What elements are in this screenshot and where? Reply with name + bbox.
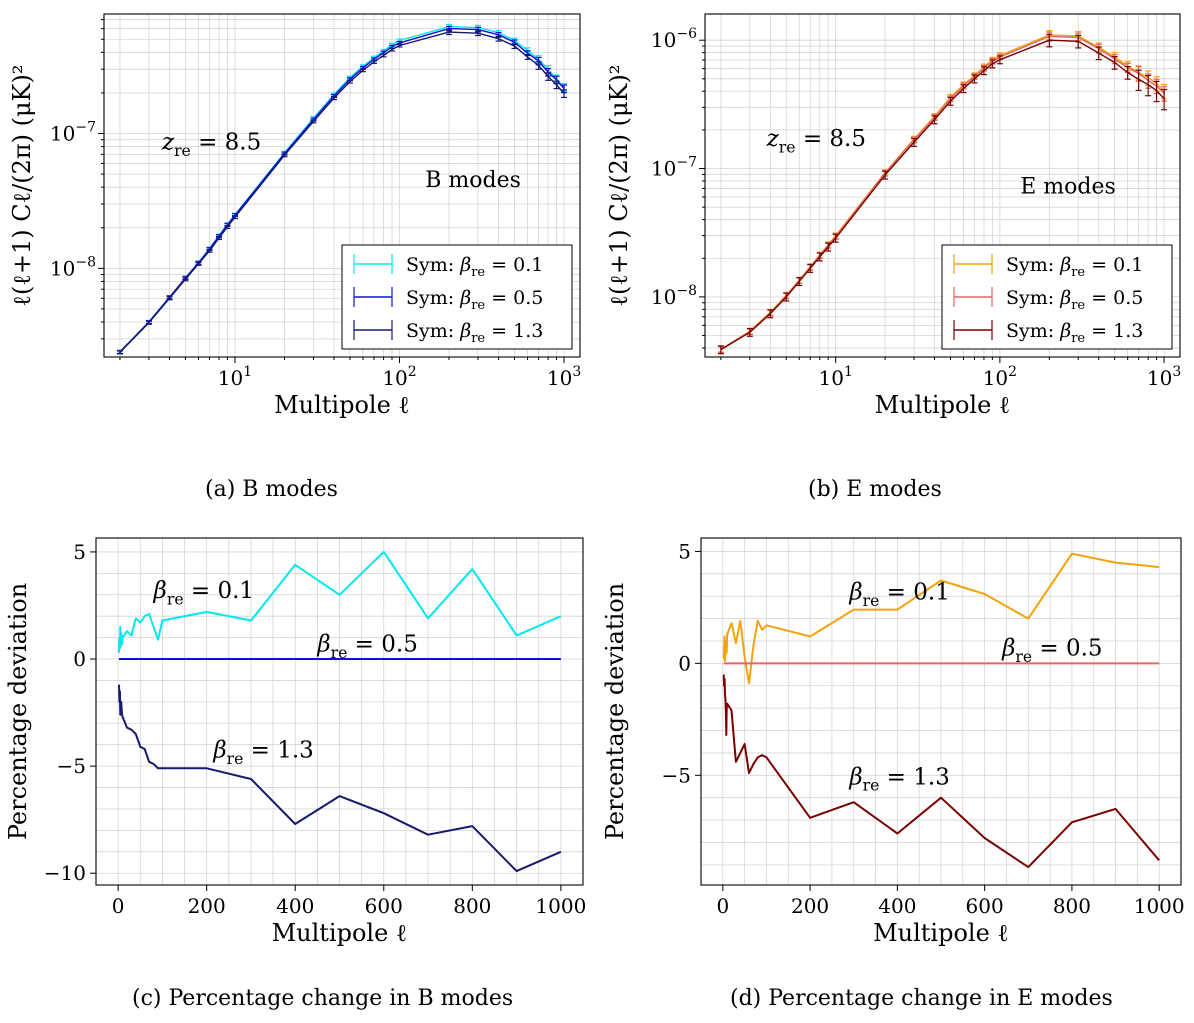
caption-b: (b) E modes [808,477,942,502]
x-tick-label: 200 [791,894,829,918]
x-tick-label: 0 [716,894,729,918]
x-axis-label: Multipole ℓ [274,391,410,419]
x-axis-label: Multipole ℓ [873,919,1009,947]
chart-b: 101 102 103 10−8 10−7 10−6 Multipole ℓ ℓ(ℓ+1) C… [605,13,1181,419]
series-line-1 [722,552,1160,685]
y-axis-label: ℓ(ℓ+1) Cℓ/(2π) (μK)² [8,65,36,307]
x-tick-label: 200 [188,894,226,918]
series-line-3 [722,674,1160,869]
series-label: βre = 1.3 [212,738,314,768]
axes-frame [700,537,1182,886]
series-line-1 [118,550,562,653]
series-label: βre = 0.5 [1001,636,1103,666]
y-axis-label: Percentage deviation [601,583,629,840]
series-label: βre = 1.3 [848,764,950,794]
x-tick-label: 101 [218,364,252,390]
y-tick-label: −5 [662,763,691,787]
x-tick-label: 400 [878,894,916,918]
legend-label: Sym: βre = 1.3 [406,320,543,346]
x-tick-label: 102 [382,364,416,390]
x-axis-label: Multipole ℓ [272,919,408,947]
y-tick-label: 0 [678,651,691,675]
x-tick-label: 600 [365,894,403,918]
y-tick-label: 10−8 [50,254,96,280]
x-tick-label: 800 [453,894,491,918]
axes-frame [103,13,581,358]
plot-area [118,550,562,873]
chart-c: 0 200 400 600 800 1000 5 0 −5 −10 Multipole ℓ Perce… [4,537,586,947]
chart-a: 101 102 103 10−8 10−7 Multipole ℓ ℓ(ℓ+1) Cℓ/(2… [8,13,581,419]
x-tick-label: 1000 [1134,894,1185,918]
x-tick-label: 800 [1053,894,1091,918]
series-label: βre = 0.1 [153,578,255,608]
x-tick-label: 103 [547,364,581,390]
y-axis-label: ℓ(ℓ+1) Cℓ/(2π) (μK)² [605,65,633,307]
x-tick-label: 0 [112,894,125,918]
zre-annotation: zre = 8.5 [161,130,261,160]
caption-a: (a) B modes [205,477,338,502]
panel-annotation: E modes [1020,174,1116,199]
grid [701,538,1181,885]
legend-label: Sym: βre = 0.1 [406,254,543,280]
y-tick-label: 10−7 [651,155,697,181]
y-tick-label: −10 [44,861,86,885]
y-tick-label: 10−8 [651,283,697,309]
ticks [98,19,565,363]
y-tick-label: −5 [57,754,86,778]
legend-label: Sym: βre = 1.3 [1006,320,1143,346]
y-tick-label: 10−6 [651,26,697,52]
zre-annotation: zre = 8.5 [766,126,866,156]
x-tick-label: 600 [966,894,1004,918]
axes-frame [95,537,584,886]
x-tick-label: 400 [276,894,314,918]
x-tick-label: 1000 [535,894,586,918]
chart-d: 0 200 400 600 800 1000 5 0 −5 Multipole ℓ Percenta… [601,537,1185,947]
caption-c: (c) Percentage change in B modes [132,986,514,1011]
y-tick-label: 5 [678,539,691,563]
legend: Sym: βre = 0.1 Sym: βre = 0.5 Sym: βre = 1… [341,244,573,350]
x-tick-label: 102 [983,364,1017,390]
legend-label: Sym: βre = 0.5 [406,287,543,313]
x-axis-label: Multipole ℓ [875,391,1011,419]
series-label: βre = 0.1 [848,580,950,610]
axes-frame [704,13,1181,358]
y-tick-label: 5 [73,540,86,564]
y-tick-label: 0 [73,647,86,671]
legend-label: Sym: βre = 0.1 [1006,254,1143,280]
series-label: βre = 0.5 [316,632,418,662]
panel-annotation: B modes [425,168,521,193]
plot-area [722,552,1160,869]
legend: Sym: βre = 0.1 Sym: βre = 0.5 Sym: βre = 1… [941,244,1173,350]
plot-area [116,23,568,355]
y-axis-label: Percentage deviation [4,583,32,840]
x-tick-label: 101 [818,364,852,390]
ticks [699,39,1165,363]
x-tick-label: 103 [1147,364,1181,390]
plot-area [717,29,1168,355]
caption-d: (d) Percentage change in E modes [730,986,1113,1011]
legend-label: Sym: βre = 0.5 [1006,287,1143,313]
y-tick-label: 10−7 [50,120,96,146]
ticks [695,550,1160,891]
series-line-3 [118,684,562,873]
ticks [90,551,562,891]
